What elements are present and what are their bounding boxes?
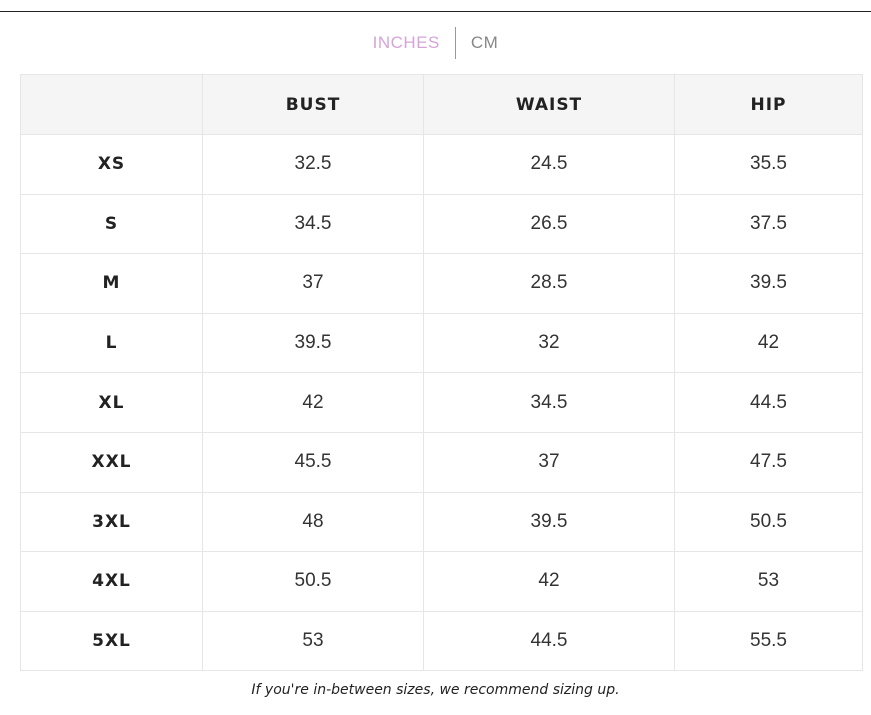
unit-toggle: INCHES CM	[0, 27, 871, 59]
size-cell: 3XL	[20, 491, 203, 553]
value-cell: 44.5	[423, 610, 675, 672]
value-cell: 32.5	[202, 134, 424, 195]
row: L 39.5 32 42	[20, 312, 863, 374]
value-cell: 28.5	[423, 253, 675, 314]
unit-option[interactable]: CM	[470, 33, 499, 52]
value-cell: 37	[423, 431, 675, 493]
value-cell: 50.5	[202, 551, 424, 612]
note: If you're in-between sizes, we recommend…	[251, 682, 620, 698]
value-cell: 35.5	[674, 134, 863, 195]
value-cell: 50.5	[674, 491, 863, 553]
value-cell: 37.5	[674, 193, 863, 255]
value-cell: 26.5	[423, 193, 675, 255]
value-cell: 42	[423, 551, 675, 612]
value-cell: 44.5	[674, 372, 863, 433]
separator	[454, 27, 456, 59]
row: 3XL 48 39.5 50.5	[20, 491, 863, 553]
size-cell: 4XL	[20, 551, 203, 612]
size-cell: 5XL	[20, 610, 203, 672]
value-cell: 39.5	[202, 312, 424, 374]
row: XS 32.5 24.5 35.5	[20, 134, 863, 195]
value-cell: 55.5	[674, 610, 863, 672]
value-cell: 39.5	[674, 253, 863, 314]
header-row: BUST WAIST HIP	[20, 74, 863, 135]
size-cell: XXL	[20, 431, 203, 493]
value-cell: 32	[423, 312, 675, 374]
value-cell: 34.5	[202, 193, 424, 255]
size-cell: XL	[20, 372, 203, 433]
size-cell: L	[20, 312, 203, 374]
value-cell: 47.5	[674, 431, 863, 493]
value-cell: 53	[674, 551, 863, 612]
header-cell: HIP	[674, 74, 863, 135]
row: 4XL 50.5 42 53	[20, 551, 863, 612]
header-cell: WAIST	[423, 74, 675, 135]
value-cell: 39.5	[423, 491, 675, 553]
size-table: BUST WAIST HIP XS 32.5 24.5 35.5 S 34.5 26.5 37.5 M…	[20, 74, 863, 672]
value-cell: 53	[202, 610, 424, 672]
value-cell: 24.5	[423, 134, 675, 195]
divider	[0, 11, 871, 12]
value-cell: 42	[674, 312, 863, 374]
row: M 37 28.5 39.5	[20, 253, 863, 314]
row: 5XL 53 44.5 55.5	[20, 610, 863, 672]
row: XXL 45.5 37 47.5	[20, 431, 863, 493]
row: S 34.5 26.5 37.5	[20, 193, 863, 255]
value-cell: 48	[202, 491, 424, 553]
value-cell: 42	[202, 372, 424, 433]
value-cell: 34.5	[423, 372, 675, 433]
size-cell: XS	[20, 134, 203, 195]
size-cell: M	[20, 253, 203, 314]
value-cell: 37	[202, 253, 424, 314]
unit-option[interactable]: INCHES	[372, 33, 440, 52]
size-cell: S	[20, 193, 203, 255]
value-cell: 45.5	[202, 431, 424, 493]
header-cell	[20, 74, 203, 135]
row: XL 42 34.5 44.5	[20, 372, 863, 433]
header-cell: BUST	[202, 74, 424, 135]
